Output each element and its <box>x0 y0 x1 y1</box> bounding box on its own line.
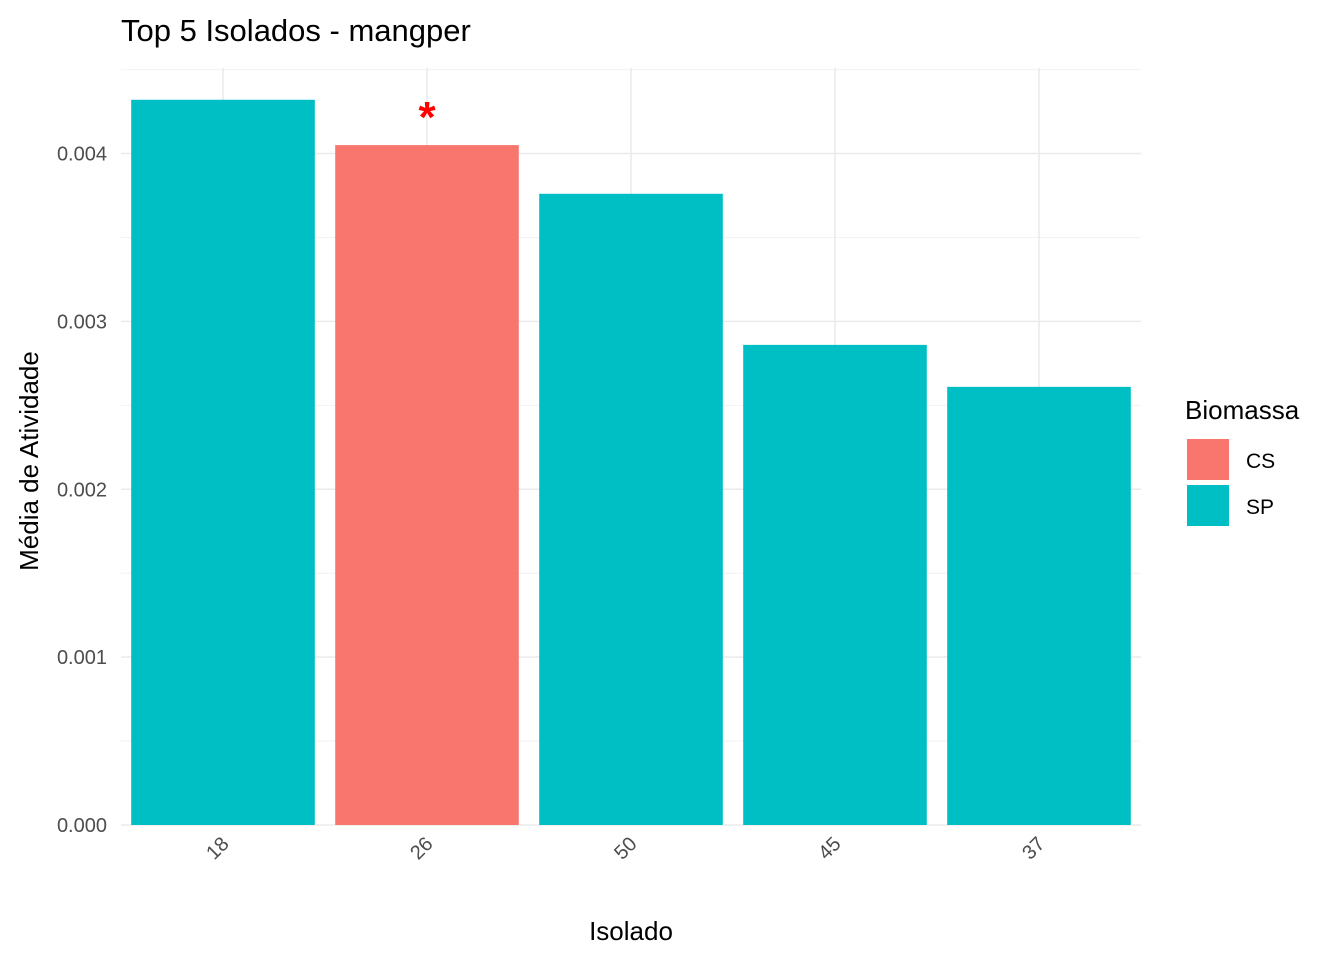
y-tick-label: 0.001 <box>57 647 107 669</box>
bar-45 <box>743 344 927 825</box>
chart-title: Top 5 Isolados - mangper <box>121 13 471 48</box>
y-tick-label: 0.002 <box>57 479 107 501</box>
y-tick-label: 0.003 <box>57 311 107 333</box>
legend-label-sp: SP <box>1246 496 1274 519</box>
legend-key-sp <box>1187 485 1229 526</box>
y-tick-label: 0.004 <box>57 144 107 166</box>
x-tick-label: 50 <box>610 833 641 864</box>
x-tick-label: 18 <box>202 833 233 864</box>
x-tick-labels: 18 26 50 45 37 <box>202 833 1049 864</box>
bars <box>131 99 1131 826</box>
y-tick-label: 0.000 <box>57 815 107 837</box>
x-axis-title: Isolado <box>589 916 673 946</box>
bar-26 <box>335 145 519 825</box>
significance-asterisk: * <box>418 93 436 142</box>
x-tick-label: 37 <box>1018 833 1049 864</box>
y-tick-labels: 0.000 0.001 0.002 0.003 0.004 <box>57 144 107 838</box>
annotations: * <box>418 93 436 142</box>
bar-37 <box>947 386 1131 825</box>
bar-50 <box>539 193 723 826</box>
legend: Biomassa CS SP <box>1185 395 1300 526</box>
legend-title: Biomassa <box>1185 395 1300 425</box>
x-tick-label: 45 <box>814 833 845 864</box>
legend-label-cs: CS <box>1246 450 1275 473</box>
bar-18 <box>131 99 315 825</box>
legend-key-cs <box>1187 439 1229 480</box>
x-tick-label: 26 <box>406 833 437 864</box>
y-axis-title: Média de Atividade <box>14 351 44 571</box>
